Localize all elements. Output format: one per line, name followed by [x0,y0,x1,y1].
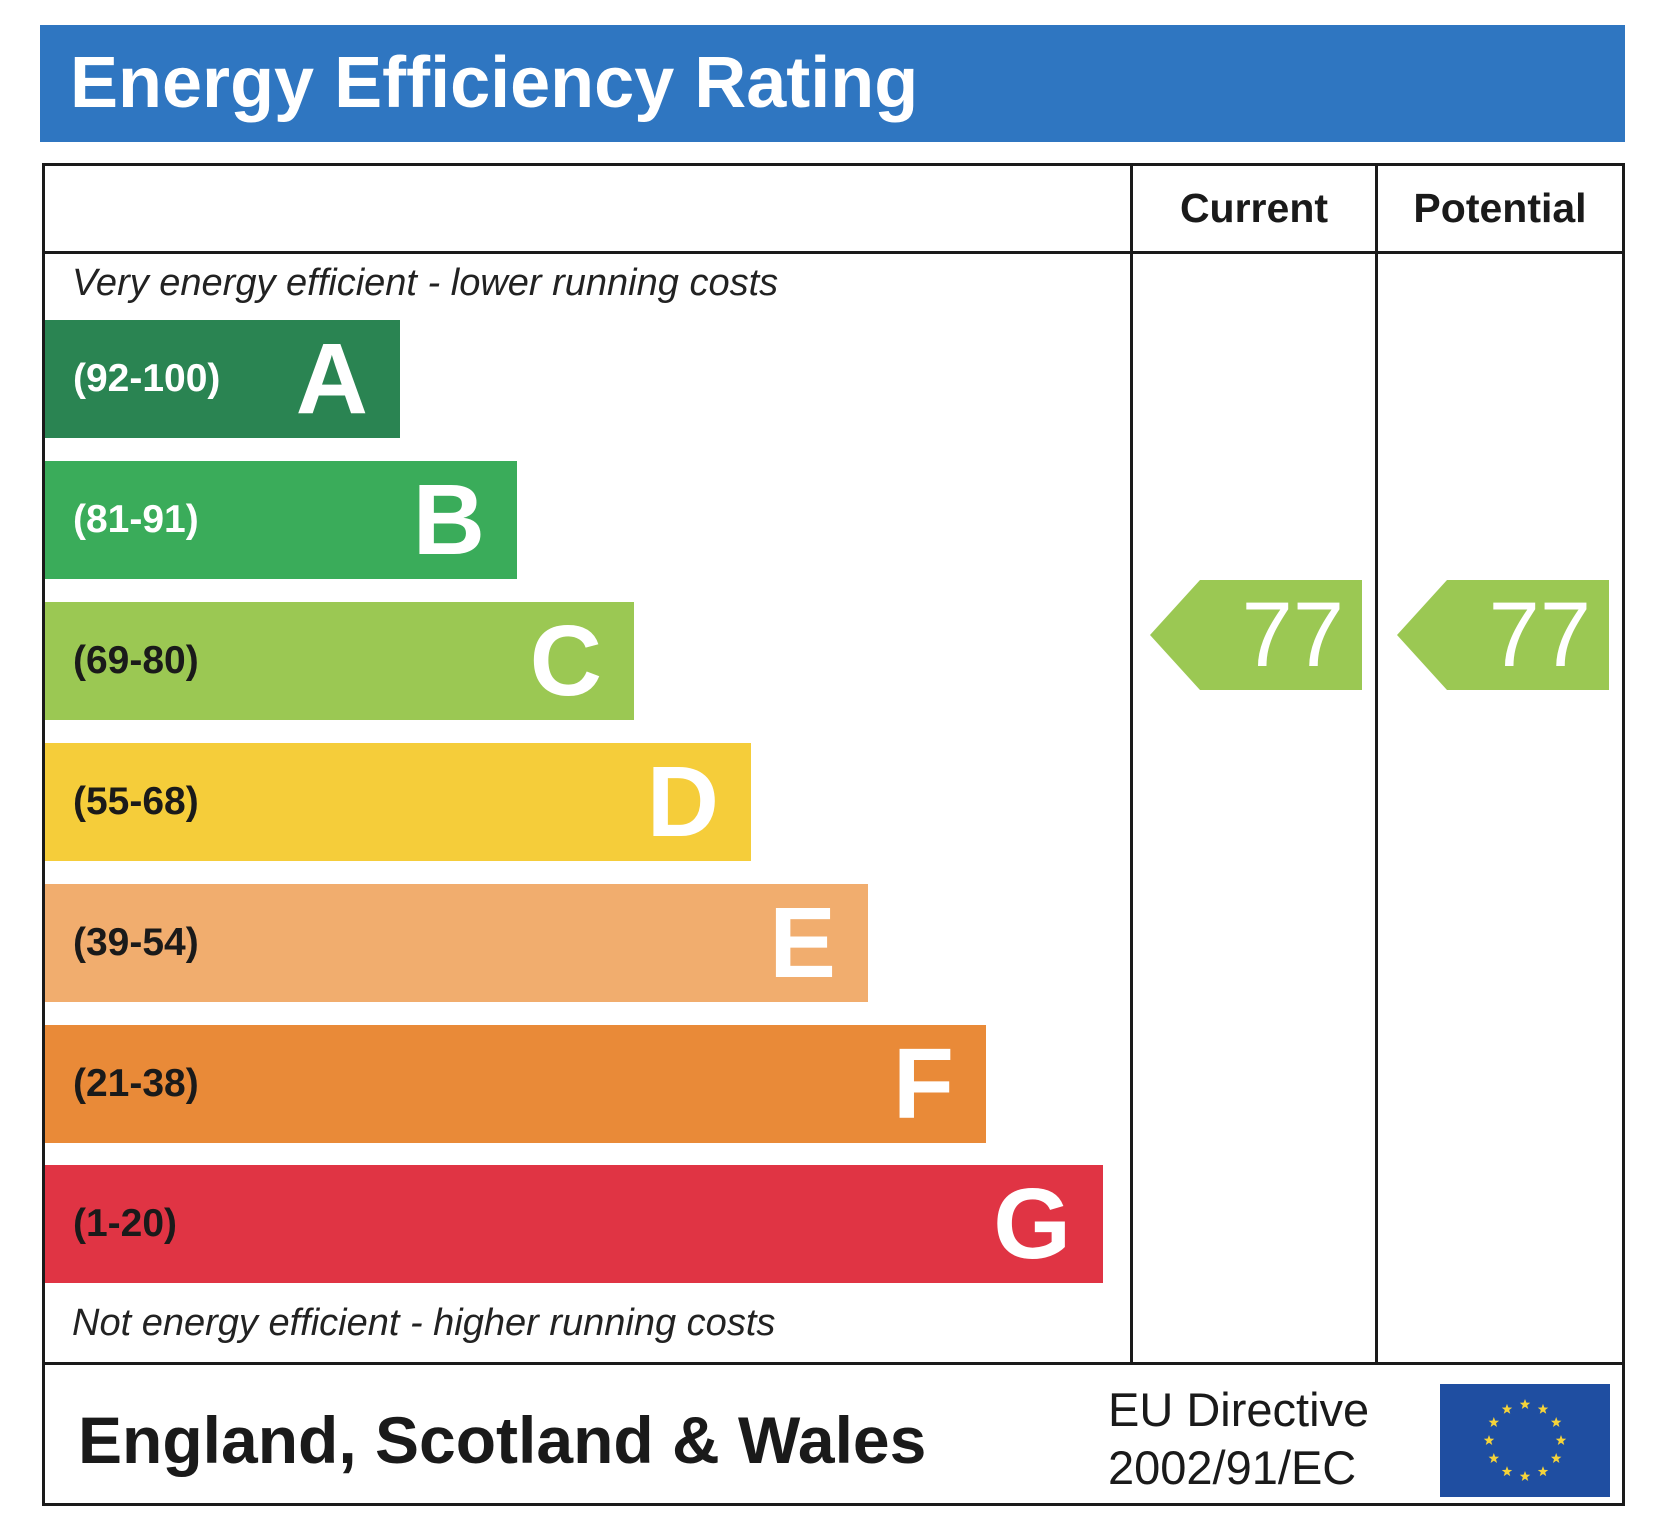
band-c: (69-80) C [45,602,634,720]
eu-star [1537,1466,1549,1477]
potential-rating-arrow: 77 [1397,580,1609,690]
eu-star [1550,1453,1562,1463]
current-rating-value: 77 [1241,584,1344,686]
potential-column-header: Potential [1413,185,1587,231]
band-range-label: (21-38) [73,1062,199,1105]
directive-line-1: EU Directive [1108,1383,1370,1436]
eu-star [1537,1403,1549,1414]
bottom-note: Not energy efficient - higher running co… [72,1302,776,1344]
title-bar: Energy Efficiency Rating [40,25,1625,142]
band-range-label: (39-54) [73,921,199,964]
current-rating-arrow: 77 [1150,580,1362,690]
band-letter: G [993,1168,1071,1280]
band-range-label: (69-80) [73,639,199,682]
band-letter: D [646,746,719,858]
band-f: (21-38) F [45,1025,986,1143]
header-row-line [42,251,1625,254]
band-a: (92-100) A [45,320,400,438]
potential-arrow-shape [1397,580,1609,690]
chart-title: Energy Efficiency Rating [70,43,919,123]
band-range-label: (1-20) [73,1202,178,1245]
eu-star [1501,1403,1513,1414]
band-g: (1-20) G [45,1165,1103,1283]
divider-left [1130,163,1133,1365]
band-range-label: (55-68) [73,780,199,823]
current-column-header: Current [1179,185,1329,231]
band-range-label: (81-91) [73,498,199,541]
rating-table-frame [42,163,1625,1506]
band-letter: E [769,887,836,999]
potential-rating-value: 77 [1488,584,1591,686]
band-letter: C [529,605,602,717]
eu-flag-icon [1440,1384,1610,1497]
directive-line-2: 2002/91/EC [1108,1441,1357,1494]
eu-star [1501,1466,1513,1477]
band-d: (55-68) D [45,743,751,861]
band-b: (81-91) B [45,461,517,579]
footer-row-line [42,1362,1625,1365]
band-letter: F [892,1028,954,1140]
eu-star [1488,1453,1500,1463]
eu-star [1550,1417,1562,1427]
current-arrow-shape [1150,580,1362,690]
top-note: Very energy efficient - lower running co… [72,262,779,304]
band-range-label: (92-100) [73,357,221,400]
band-letter: A [295,323,368,435]
eu-star [1519,1399,1531,1409]
divider-middle [1375,163,1378,1365]
eu-star [1488,1417,1500,1427]
band-e: (39-54) E [45,884,868,1002]
eu-star [1555,1435,1567,1445]
eu-star [1483,1435,1495,1445]
band-letter: B [412,464,485,576]
region-label: England, Scotland & Wales [78,1403,927,1477]
eu-star [1519,1471,1531,1481]
